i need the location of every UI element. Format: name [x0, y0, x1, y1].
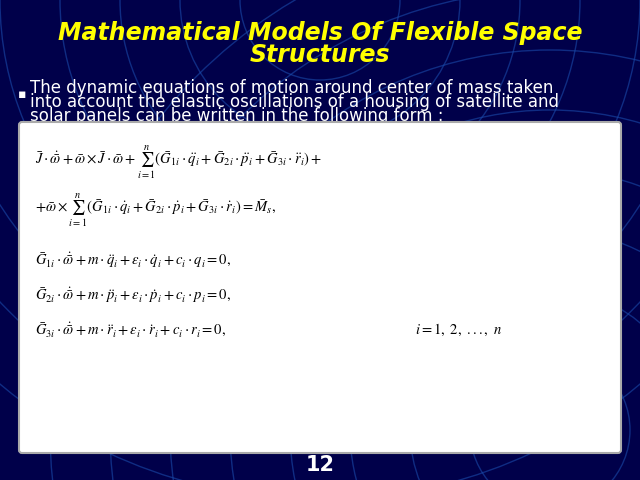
Text: $\bar{G}_{1i}\cdot\dot{\bar{\omega}}+m\cdot\ddot{q}_{i}+\varepsilon_{i}\cdot\dot: $\bar{G}_{1i}\cdot\dot{\bar{\omega}}+m\c… [35, 250, 231, 270]
Text: into account the elastic oscillations of a housing of satellite and: into account the elastic oscillations of… [30, 93, 559, 111]
Text: 12: 12 [305, 455, 335, 475]
Text: Mathematical Models Of Flexible Space: Mathematical Models Of Flexible Space [58, 21, 582, 45]
Text: The dynamic equations of motion around center of mass taken: The dynamic equations of motion around c… [30, 79, 554, 97]
Text: $\bar{G}_{2i}\cdot\dot{\bar{\omega}}+m\cdot\ddot{p}_{i}+\varepsilon_{i}\cdot\dot: $\bar{G}_{2i}\cdot\dot{\bar{\omega}}+m\c… [35, 285, 231, 305]
Text: $\bar{G}_{3i}\cdot\dot{\bar{\omega}}+m\cdot\ddot{r}_{i}+\varepsilon_{i}\cdot\dot: $\bar{G}_{3i}\cdot\dot{\bar{\omega}}+m\c… [35, 321, 226, 339]
Text: $+\bar{\omega}\times\sum_{i=1}^{n}(\bar{G}_{1i}\cdot\dot{q}_{i}+\bar{G}_{2i}\cdo: $+\bar{\omega}\times\sum_{i=1}^{n}(\bar{… [35, 192, 276, 228]
Text: $\bar{J}\cdot\dot{\bar{\omega}}+\bar{\omega}\times\bar{J}\cdot\bar{\omega}+\sum_: $\bar{J}\cdot\dot{\bar{\omega}}+\bar{\om… [35, 144, 322, 180]
FancyBboxPatch shape [19, 122, 621, 453]
Text: Structures: Structures [250, 43, 390, 67]
Text: $i=1,\ 2,\ ...,\ n$: $i=1,\ 2,\ ...,\ n$ [415, 322, 502, 338]
Text: ▪: ▪ [18, 88, 26, 101]
Text: solar panels can be written in the following form :: solar panels can be written in the follo… [30, 107, 444, 125]
